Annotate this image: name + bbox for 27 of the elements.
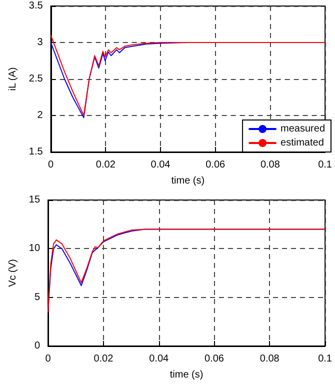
x-tick-label: 0.02 bbox=[96, 160, 116, 170]
x-tick-label: 0.06 bbox=[206, 160, 226, 170]
x-tick-label: 0.04 bbox=[150, 160, 171, 170]
x-tick-label: 0 bbox=[45, 354, 52, 364]
legend-label: estimated bbox=[280, 138, 324, 148]
x-tick-label: 0.1 bbox=[318, 354, 332, 364]
x-tick-label: 0.08 bbox=[260, 354, 280, 364]
x-tick-label: 0.02 bbox=[94, 354, 114, 364]
y-tick-label: 10 bbox=[28, 243, 40, 254]
y-tick-label: 1.5 bbox=[28, 146, 44, 158]
x-tick-label: 0 bbox=[48, 160, 54, 170]
y-tick-label: 3.5 bbox=[28, 0, 44, 12]
y-tick-label: 15 bbox=[28, 194, 40, 206]
y-tick-label: 2 bbox=[37, 110, 44, 121]
y-tick-label: 2.5 bbox=[28, 74, 44, 84]
x-axis-title: time (s) bbox=[170, 370, 204, 380]
y-axis-title: iL (A) bbox=[8, 67, 18, 91]
y-tick-label: 5 bbox=[34, 292, 40, 303]
x-tick-label: 0.06 bbox=[204, 354, 224, 364]
y-axis-title: Vc (V) bbox=[8, 259, 18, 287]
x-tick-label: 0.04 bbox=[149, 354, 169, 364]
x-axis-title: time (s) bbox=[171, 176, 205, 186]
x-tick-label: 0.1 bbox=[318, 160, 332, 170]
y-tick-label: 0 bbox=[34, 340, 40, 352]
legend-label: measured bbox=[280, 124, 325, 134]
x-tick-label: 0.08 bbox=[260, 160, 280, 170]
y-tick-label: 3 bbox=[37, 37, 44, 48]
